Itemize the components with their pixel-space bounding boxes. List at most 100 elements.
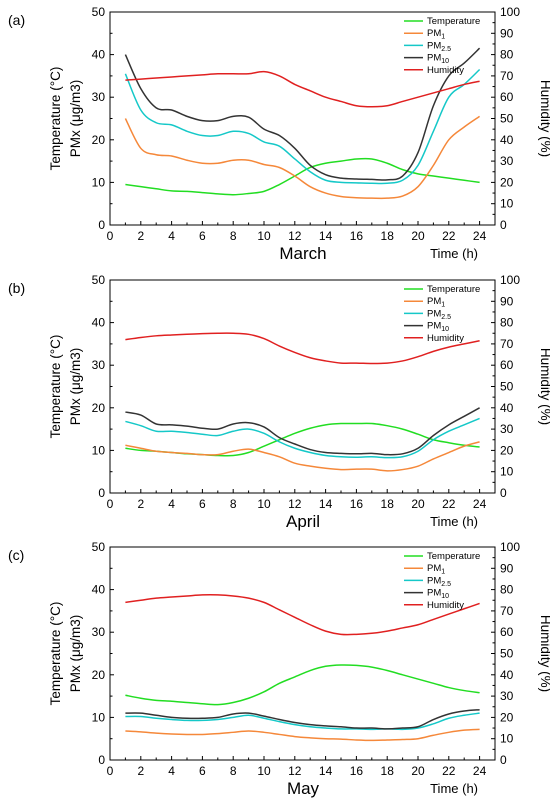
y-tick-label-right: 100	[500, 5, 520, 19]
x-tick-label: 24	[473, 497, 487, 511]
series-line-pm1	[125, 728, 480, 742]
y-tick-label-right: 0	[500, 218, 507, 232]
series-line-humidity	[125, 594, 480, 636]
legend-label-sub: 2.5	[441, 46, 451, 53]
x-tick-label: 6	[199, 497, 206, 511]
x-tick-label: 24	[473, 229, 487, 243]
month-label: May	[287, 779, 320, 798]
y-tick-label-left: 0	[98, 753, 105, 767]
y-tick-label-right: 0	[500, 486, 507, 500]
y-tick-label-left: 30	[92, 625, 106, 639]
y-tick-label-left: 50	[92, 540, 106, 554]
legend-label: Humidity	[427, 333, 464, 344]
legend-label-main: Temperature	[427, 16, 480, 27]
legend-label-sub: 1	[441, 34, 445, 41]
legend-label-sub: 10	[441, 593, 449, 600]
legend-label: PM1	[427, 563, 445, 576]
x-tick-label: 2	[137, 497, 144, 511]
y-tick-label-right: 10	[500, 197, 514, 211]
y-axis-title-right: Humidity (%)	[538, 348, 550, 425]
y-tick-label-right: 60	[500, 625, 514, 639]
series-line-pm1	[125, 441, 480, 472]
legend-label: PM1	[427, 28, 445, 41]
legend-label-main: Temperature	[427, 284, 480, 295]
legend-label-sub: 10	[441, 58, 449, 65]
y-tick-label-left: 0	[98, 486, 105, 500]
y-tick-label-right: 10	[500, 465, 514, 479]
y-tick-label-left: 10	[92, 443, 106, 457]
x-tick-label: 20	[411, 497, 425, 511]
y-tick-label-right: 20	[500, 175, 514, 189]
y-tick-label-right: 30	[500, 689, 514, 703]
x-tick-label: 0	[107, 229, 114, 243]
x-axis: 0 2 4 6 8 10 12 14 16 18 20 22 24	[107, 489, 487, 511]
y-tick-label-left: 20	[92, 401, 106, 415]
y-tick-label-right: 90	[500, 26, 514, 40]
x-tick-label: 22	[442, 229, 456, 243]
y-tick-label-left: 30	[92, 90, 106, 104]
legend-label-main: PM	[427, 588, 441, 599]
legend-label-main: PM	[427, 563, 441, 574]
legend-label: PM10	[427, 588, 449, 601]
legend-label: Humidity	[427, 65, 464, 76]
x-tick-label: 8	[230, 764, 237, 778]
y-tick-label-right: 40	[500, 668, 514, 682]
y-tick-label-left: 10	[92, 710, 106, 724]
y-tick-label-right: 70	[500, 604, 514, 618]
x-tick-label: 14	[319, 497, 333, 511]
panel-label: (a)	[8, 12, 25, 28]
y-axis-title-right: Humidity (%)	[538, 80, 550, 157]
y-axis-title-left-temperature: Temperature (°C)	[48, 67, 63, 171]
x-axis-title: Time (h)	[430, 781, 478, 796]
x-axis: 0 2 4 6 8 10 12 14 16 18 20 22 24	[107, 221, 487, 243]
legend-label: PM10	[427, 321, 449, 334]
legend-label-sub: 1	[441, 569, 445, 576]
y-tick-label-right: 40	[500, 401, 514, 415]
month-label: March	[279, 244, 326, 263]
legend-label-main: Humidity	[427, 65, 464, 76]
y-axis-title-right: Humidity (%)	[538, 615, 550, 692]
legend-label-sub: 2.5	[441, 581, 451, 588]
y-axis-left: 0 10 20 30 40 50	[92, 540, 114, 767]
y-axis-title-left-pm: PMx (μg/m3)	[68, 80, 83, 158]
y-tick-label-right: 80	[500, 48, 514, 62]
panel-label: (b)	[8, 280, 25, 296]
x-tick-label: 12	[288, 229, 302, 243]
x-tick-label: 20	[411, 764, 425, 778]
x-tick-label: 18	[381, 229, 395, 243]
x-tick-label: 16	[350, 229, 364, 243]
y-axis-right: 0 10 20 30 40 50 60 70 80 90 100	[491, 540, 520, 767]
y-tick-label-left: 40	[92, 48, 106, 62]
y-axis-right: 0 10 20 30 40 50 60 70 80 90 100	[491, 5, 520, 232]
y-tick-label-right: 90	[500, 294, 514, 308]
series-line-pm10	[125, 407, 480, 456]
x-tick-label: 18	[381, 764, 395, 778]
x-tick-label: 16	[350, 497, 364, 511]
x-tick-label: 16	[350, 764, 364, 778]
y-tick-label-right: 40	[500, 133, 514, 147]
x-tick-label: 22	[442, 497, 456, 511]
series-line-humidity	[125, 332, 480, 365]
y-tick-label-right: 50	[500, 380, 514, 394]
legend-label-main: PM	[427, 321, 441, 332]
series-lines	[124, 47, 481, 200]
legend-label-main: Humidity	[427, 600, 464, 611]
y-tick-label-left: 20	[92, 133, 106, 147]
x-tick-label: 4	[168, 764, 175, 778]
y-tick-label-right: 20	[500, 710, 514, 724]
x-tick-label: 12	[288, 764, 302, 778]
y-tick-label-left: 30	[92, 358, 106, 372]
y-tick-label-right: 90	[500, 561, 514, 575]
legend-label: Temperature	[427, 284, 480, 295]
y-axis-right: 0 10 20 30 40 50 60 70 80 90 100	[491, 273, 520, 500]
legend-label: PM2.5	[427, 40, 451, 53]
series-line-temperature	[125, 157, 480, 196]
y-tick-label-left: 50	[92, 273, 106, 287]
y-tick-label-right: 30	[500, 154, 514, 168]
series-line-pm1	[124, 115, 481, 200]
